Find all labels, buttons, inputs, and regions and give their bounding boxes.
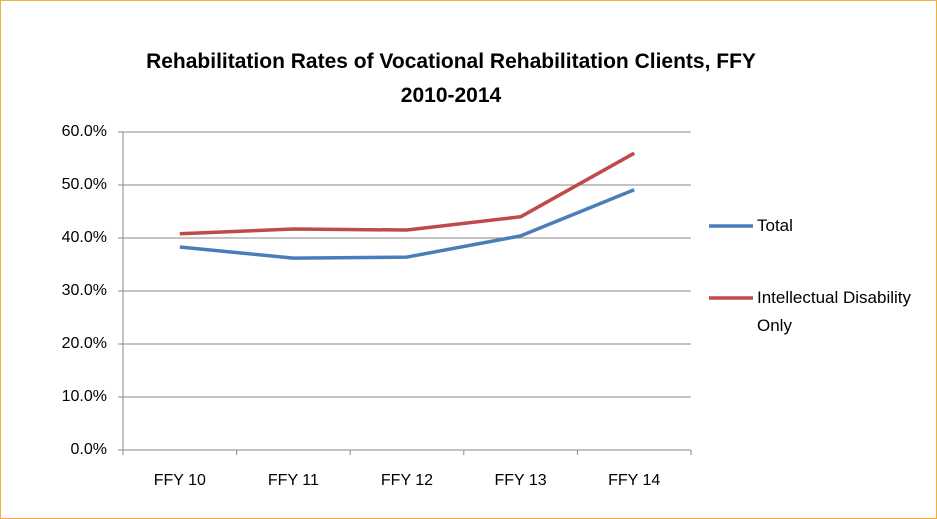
x-tick-label: FFY 11	[268, 472, 319, 489]
y-tick-label: 50.0%	[62, 176, 107, 193]
y-tick-label: 40.0%	[62, 229, 107, 246]
y-tick-label: 20.0%	[62, 335, 107, 352]
legend-label: Total	[757, 216, 793, 235]
legend-label: Intellectual Disability Only	[757, 288, 912, 335]
x-tick-label: FFY 14	[608, 472, 660, 489]
series-line	[179, 151, 636, 236]
y-tick-label: 30.0%	[62, 282, 107, 299]
y-tick-label: 10.0%	[62, 388, 107, 405]
chart-title: Rehabilitation Rates of Vocational Rehab…	[146, 50, 756, 107]
x-tick-label: FFY 10	[154, 472, 206, 489]
x-tick-label: FFY 13	[495, 472, 547, 489]
x-tick-label: FFY 12	[381, 472, 433, 489]
y-tick-label: 0.0%	[71, 441, 107, 458]
series-line	[179, 188, 635, 260]
y-tick-label: 60.0%	[62, 123, 107, 140]
